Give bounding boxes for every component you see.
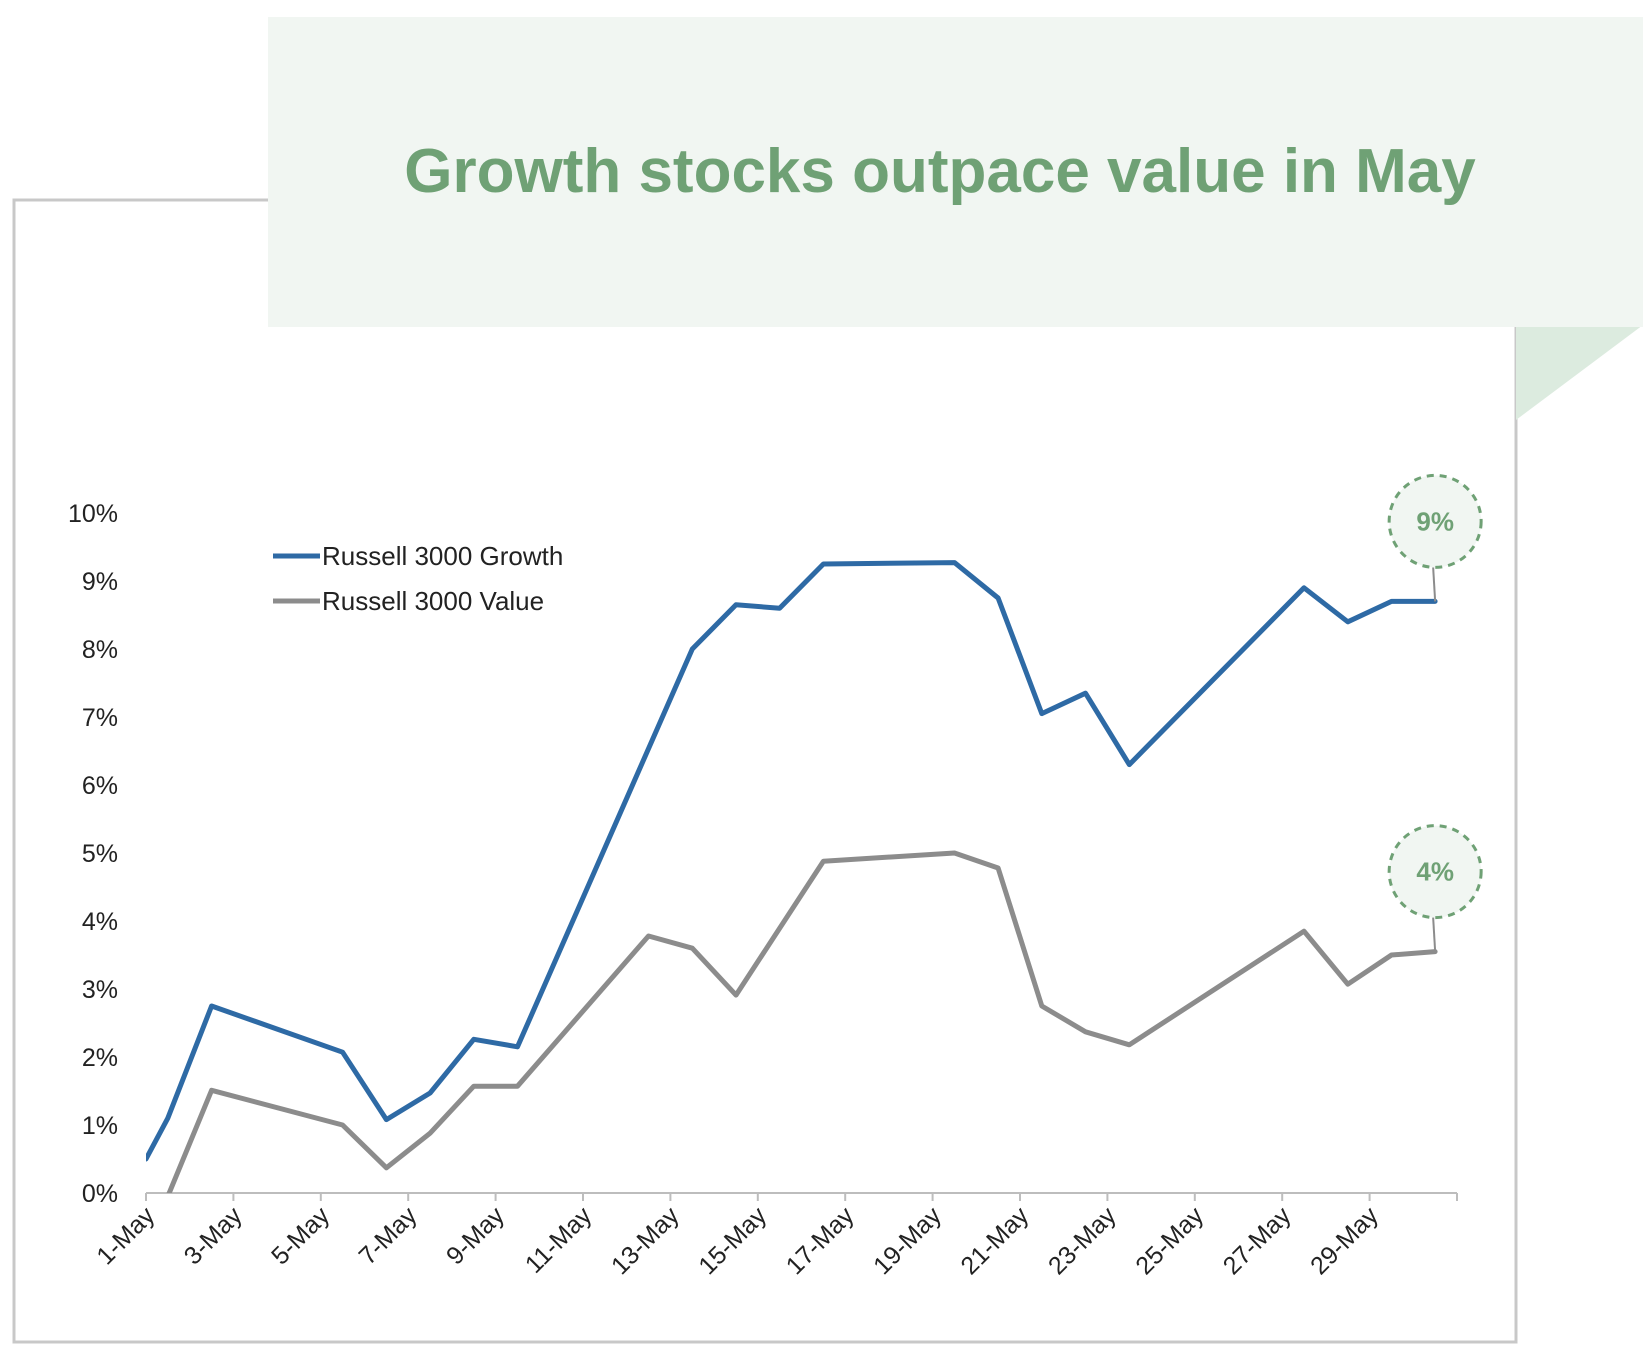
title-banner: [268, 17, 1643, 327]
legend-label-value: Russell 3000 Value: [322, 586, 544, 616]
y-axis-tick-labels: 0% 1% 2% 3% 4% 5% 6% 7% 8% 9% 10%: [68, 500, 118, 1208]
series-line-growth: [146, 560, 1438, 1162]
y-tick-label: 4%: [82, 908, 118, 936]
y-tick-label: 2%: [82, 1044, 118, 1072]
callout-bubble: [1387, 473, 1483, 569]
y-tick-label: 6%: [82, 772, 118, 800]
end-value-callouts: 9% 4%: [1387, 473, 1483, 952]
y-tick-label: 3%: [82, 976, 118, 1004]
callout-bubble: [1387, 824, 1483, 920]
banner-fold: [1516, 325, 1643, 420]
callout-label: 9%: [1416, 506, 1454, 536]
legend: Russell 3000 Growth Russell 3000 Value: [273, 541, 563, 616]
callout-label: 4%: [1416, 857, 1454, 887]
y-tick-label: 10%: [68, 500, 118, 528]
series-lines: [146, 560, 1438, 1193]
y-tick-label: 0%: [82, 1180, 118, 1208]
callout-leader: [1432, 567, 1437, 602]
series-line-value: [166, 850, 1438, 1193]
chart-frame: [12, 198, 1518, 1344]
chart-title: Growth stocks outpace value in May: [404, 137, 1476, 206]
y-tick-label: 5%: [82, 840, 118, 868]
callout-leader: [1432, 917, 1437, 952]
axes: [145, 1192, 1458, 1201]
legend-label-growth: Russell 3000 Growth: [322, 541, 563, 571]
y-tick-label: 7%: [82, 704, 118, 732]
y-tick-label: 8%: [82, 636, 118, 664]
y-tick-label: 9%: [82, 568, 118, 596]
y-tick-label: 1%: [82, 1112, 118, 1140]
